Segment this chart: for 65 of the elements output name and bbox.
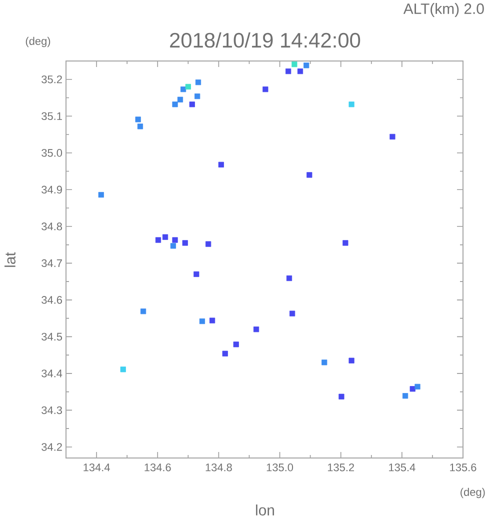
- point: [185, 84, 191, 90]
- y-tick-label: 34.4: [42, 370, 62, 378]
- point: [199, 318, 205, 324]
- point: [120, 366, 126, 372]
- point: [218, 162, 224, 168]
- x-tick-label: 135.0: [266, 464, 294, 472]
- y-tick-label: 34.5: [42, 332, 62, 341]
- x-axis-title: lon: [256, 504, 274, 516]
- point: [286, 68, 292, 74]
- x-tick-label: 135.6: [450, 464, 476, 472]
- point: [135, 116, 141, 122]
- point: [189, 102, 195, 108]
- point: [292, 62, 298, 68]
- y-tick-label: 34.8: [42, 222, 62, 230]
- point: [233, 342, 239, 348]
- y-tick-label: 34.2: [42, 443, 62, 451]
- y-tick-label: 35.2: [42, 76, 62, 84]
- point: [162, 234, 168, 240]
- y-tick-label: 34.3: [42, 406, 62, 414]
- point: [209, 318, 216, 324]
- point: [140, 308, 146, 314]
- point: [98, 192, 104, 198]
- point: [390, 134, 396, 140]
- point: [348, 358, 354, 364]
- point: [304, 62, 310, 68]
- x-tick-label: 134.8: [206, 464, 232, 472]
- point: [289, 310, 296, 316]
- point: [194, 93, 200, 100]
- y-tick-label: 34.6: [42, 296, 62, 304]
- point: [253, 326, 260, 332]
- point: [348, 102, 354, 108]
- point: [262, 86, 268, 92]
- y-tick-label: 34.7: [42, 259, 62, 268]
- point: [222, 350, 228, 356]
- point: [342, 240, 348, 246]
- point: [177, 96, 184, 102]
- point: [137, 124, 144, 130]
- point: [410, 386, 416, 392]
- y-axis-title: lat: [4, 252, 16, 267]
- x-tick-label: 135.2: [328, 464, 354, 472]
- point: [194, 271, 200, 277]
- text: (deg): [26, 36, 50, 48]
- point: [414, 384, 420, 390]
- x-tick-label: 135.4: [389, 464, 416, 472]
- y-tick-label: 34.9: [42, 186, 62, 194]
- point: [286, 275, 292, 282]
- point: [206, 241, 212, 247]
- point: [297, 68, 304, 74]
- point: [306, 172, 312, 178]
- point: [170, 243, 176, 249]
- point: [195, 80, 202, 86]
- y-tick-label: 35.0: [42, 149, 62, 157]
- point: [155, 237, 162, 243]
- point: [338, 394, 344, 400]
- y-tick-label: 35.1: [42, 112, 62, 120]
- point: [402, 393, 408, 399]
- x-tick-label: 134.6: [144, 464, 171, 472]
- chart-title: 2018/10/19 14:42:00: [170, 32, 360, 48]
- point: [172, 237, 178, 243]
- point: [322, 360, 328, 366]
- text: (deg): [460, 488, 485, 498]
- point: [182, 240, 188, 246]
- chart-subtitle: ALT(km) 2.0: [403, 3, 484, 17]
- point: [172, 102, 178, 108]
- x-tick-label: 134.4: [84, 464, 110, 472]
